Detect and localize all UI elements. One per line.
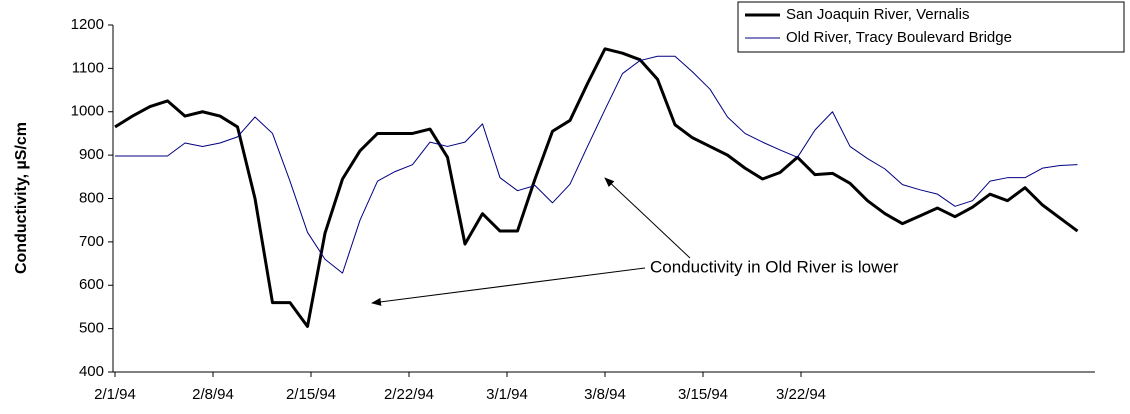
y-tick-label: 900 [79, 146, 104, 163]
annotation-arrow [604, 177, 691, 259]
annotation: Conductivity in Old River is lower [650, 257, 899, 276]
x-tick-label: 3/22/94 [776, 386, 826, 403]
x-tick-label: 2/8/94 [192, 386, 234, 403]
plot-area: 400 500 600 700 800 900 1000 1100 1200 2/1/94 2/8/… [71, 16, 1095, 403]
x-tick-label: 2/22/94 [384, 386, 434, 403]
y-tick-label: 700 [79, 233, 104, 250]
x-tick-label: 2/1/94 [94, 386, 136, 403]
y-tick-label: 500 [79, 320, 104, 337]
y-tick-label: 1100 [72, 59, 104, 76]
legend-label: San Joaquin River, Vernalis [786, 6, 969, 23]
x-tick-label: 3/1/94 [486, 386, 528, 403]
legend-label: Old River, Tracy Boulevard Bridge [786, 29, 1012, 46]
y-tick-label: 600 [79, 276, 104, 293]
legend [737, 1, 1125, 53]
y-tick-label: 400 [79, 363, 104, 380]
x-tick-label: 3/15/94 [678, 386, 728, 403]
series-line [115, 55, 1078, 274]
y-axis-label: Conductivity, µS/cm [13, 122, 30, 274]
x-tick-label: 2/15/94 [286, 386, 336, 403]
annotation-arrow [371, 267, 646, 306]
y-tick-label: 1000 [71, 103, 104, 120]
y-tick-label: 800 [79, 189, 104, 206]
series-line [114, 47, 1079, 328]
x-tick-label: 3/8/94 [584, 386, 626, 403]
y-tick-label: 1200 [71, 16, 104, 33]
